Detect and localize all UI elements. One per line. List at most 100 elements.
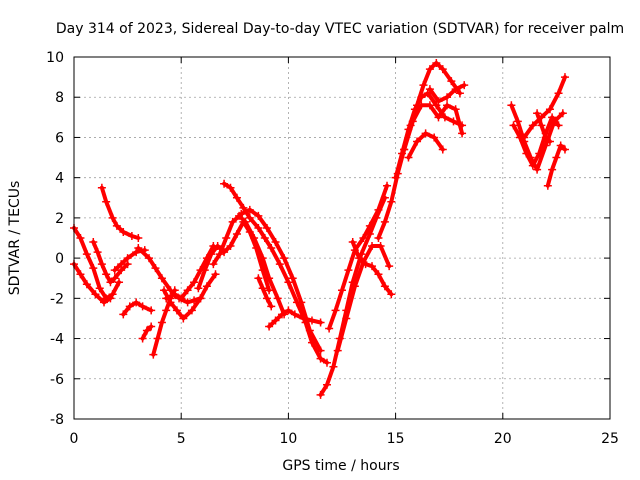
x-tick-label: 0 xyxy=(70,431,79,447)
series-line xyxy=(211,213,287,317)
data-point-marker xyxy=(290,310,299,319)
data-point-marker xyxy=(451,105,460,114)
plot-frame xyxy=(73,56,611,420)
data-point-marker xyxy=(316,390,325,399)
series-line xyxy=(196,219,272,293)
data-point-marker xyxy=(307,316,316,325)
series-trace-ab xyxy=(509,113,563,170)
data-point-marker xyxy=(110,274,119,283)
y-tick-label: 6 xyxy=(55,130,64,146)
data-point-marker xyxy=(82,250,91,259)
data-point-marker xyxy=(438,145,447,154)
series-trace-x xyxy=(400,101,467,154)
grid-lines xyxy=(74,57,610,419)
data-point-marker xyxy=(288,274,297,283)
data-point-marker xyxy=(322,358,331,367)
series-trace-d xyxy=(97,183,143,242)
data-point-marker xyxy=(299,314,308,323)
data-point-marker xyxy=(554,89,563,98)
y-tick-label: 8 xyxy=(55,90,64,106)
data-point-marker xyxy=(277,310,286,319)
series-line xyxy=(239,207,323,353)
data-point-marker xyxy=(134,234,143,242)
data-point-marker xyxy=(151,264,160,273)
series-trace-g xyxy=(138,322,156,343)
data-point-marker xyxy=(417,101,426,110)
data-point-marker xyxy=(138,302,147,311)
data-point-marker xyxy=(455,89,464,98)
data-point-marker xyxy=(123,254,132,263)
data-point-marker xyxy=(209,260,218,269)
data-point-marker xyxy=(202,282,211,291)
data-point-marker xyxy=(543,181,552,190)
data-point-marker xyxy=(162,294,171,303)
data-point-marker xyxy=(560,73,569,82)
data-point-marker xyxy=(138,334,147,343)
x-axis-title: GPS time / hours xyxy=(282,458,399,474)
data-point-marker xyxy=(232,229,241,238)
data-point-marker xyxy=(425,65,434,74)
data-point-marker xyxy=(232,193,241,202)
data-point-marker xyxy=(361,260,370,269)
data-point-marker xyxy=(226,242,235,251)
x-tick-label: 5 xyxy=(177,431,186,447)
data-point-marker xyxy=(262,294,271,303)
data-point-marker xyxy=(520,133,529,142)
data-point-marker xyxy=(545,105,554,114)
data-point-marker xyxy=(545,137,554,146)
data-point-marker xyxy=(380,217,389,226)
data-point-marker xyxy=(365,221,374,230)
data-point-marker xyxy=(132,298,141,307)
data-point-marker xyxy=(102,197,111,206)
data-point-marker xyxy=(284,278,293,287)
data-point-marker xyxy=(265,322,274,331)
series-trace-q xyxy=(265,306,325,331)
data-point-marker xyxy=(556,141,565,150)
data-point-marker xyxy=(391,173,400,182)
data-point-marker xyxy=(142,326,151,335)
data-point-marker xyxy=(160,286,169,295)
data-point-marker xyxy=(162,306,171,315)
data-point-marker xyxy=(275,260,284,269)
series-line xyxy=(545,143,567,188)
data-point-marker xyxy=(316,346,325,355)
y-tick-label: -8 xyxy=(50,412,64,428)
data-point-marker xyxy=(374,234,383,242)
data-point-marker xyxy=(460,81,469,90)
data-point-marker xyxy=(413,137,422,146)
data-point-marker xyxy=(434,97,443,106)
data-point-marker xyxy=(262,223,271,232)
data-point-marker xyxy=(89,264,98,273)
data-point-marker xyxy=(106,278,115,287)
y-tick-label: 4 xyxy=(55,171,64,187)
data-point-marker xyxy=(535,149,544,158)
data-point-marker xyxy=(421,129,430,138)
data-point-marker xyxy=(513,117,522,126)
data-point-marker xyxy=(76,234,85,242)
data-point-marker xyxy=(93,248,102,257)
data-point-marker xyxy=(449,117,458,126)
data-point-marker xyxy=(560,145,569,154)
series-trace-m xyxy=(209,211,289,319)
data-point-marker xyxy=(522,149,531,158)
data-point-marker xyxy=(438,65,447,74)
data-point-marker xyxy=(258,284,267,293)
data-point-marker xyxy=(119,227,128,236)
data-point-marker xyxy=(265,286,274,295)
data-point-marker xyxy=(265,274,274,283)
data-point-marker xyxy=(443,101,452,110)
data-point-marker xyxy=(108,213,117,222)
y-axis-title: SDTVAR / TECUs xyxy=(7,181,23,296)
data-point-marker xyxy=(425,101,434,110)
data-point-marker xyxy=(541,133,550,142)
data-point-marker xyxy=(329,362,338,371)
data-point-marker xyxy=(226,183,235,192)
data-point-marker xyxy=(537,121,546,130)
data-point-marker xyxy=(102,270,111,279)
data-point-marker xyxy=(297,298,306,307)
data-point-marker xyxy=(533,109,542,118)
data-point-marker xyxy=(245,205,254,214)
series-line xyxy=(511,115,561,168)
data-point-marker xyxy=(190,278,199,287)
series-trace-h xyxy=(134,244,205,307)
